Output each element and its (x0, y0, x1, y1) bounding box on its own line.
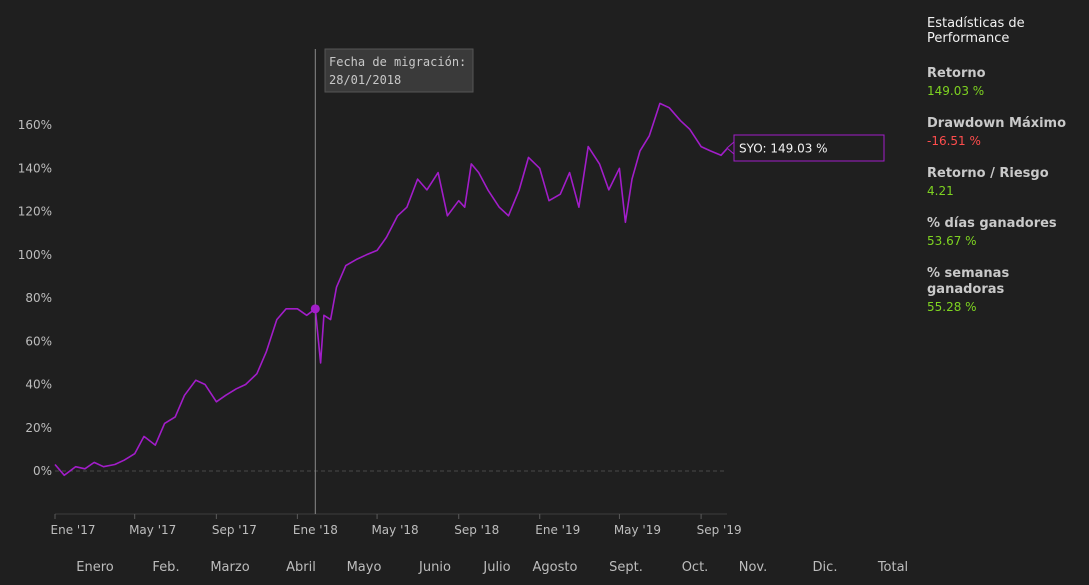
month-tab[interactable]: Total (877, 560, 909, 575)
month-tab[interactable]: Marzo (210, 560, 250, 575)
y-tick-label: 40% (25, 378, 52, 392)
stat-item: % semanas ganadoras 55.28 % (927, 266, 1087, 316)
series-line-syo (54, 102, 728, 477)
migration-tooltip-date: 28/01/2018 (329, 73, 401, 87)
performance-stats-panel: Estadísticas de Performance Retorno 149.0… (927, 16, 1087, 316)
y-tick-label: 100% (18, 248, 52, 262)
x-tick-label: Ene '17 (51, 523, 96, 537)
y-tick-label: 160% (18, 118, 52, 132)
stat-label: % semanas ganadoras (927, 266, 1010, 297)
stat-value: 53.67 % (927, 234, 977, 248)
month-tab[interactable]: Junio (419, 560, 451, 575)
month-tab[interactable]: Julio (483, 560, 511, 575)
x-tick-label: May '17 (129, 523, 176, 537)
x-tick-label: Sep '19 (697, 523, 742, 537)
month-tab[interactable]: Sept. (609, 560, 643, 575)
stats-list: Retorno 149.03 % Drawdown Máximo -16.51 % Re… (927, 66, 1087, 316)
y-axis-ticks: 0% 20% 40% 60% 80% 100% 120% 140% 160% (18, 118, 52, 478)
month-tab[interactable]: Abril (286, 560, 316, 575)
y-tick-label: 120% (18, 205, 52, 219)
stat-item: Retorno 149.03 % (927, 66, 1087, 116)
stats-title: Estadísticas de Performance (927, 16, 1025, 46)
month-tab[interactable]: Feb. (152, 560, 180, 575)
stat-label: % días ganadores (927, 216, 1057, 231)
end-label-pointer (726, 140, 735, 156)
migration-tooltip: Fecha de migración: 28/01/2018 (324, 48, 474, 93)
stat-label: Drawdown Máximo (927, 116, 1067, 131)
stat-value: 55.28 % (927, 300, 977, 314)
stat-label: Retorno (927, 66, 986, 81)
month-tab[interactable]: Agosto (532, 560, 578, 575)
x-axis-ticks: Ene '17 May '17 Sep '17 Ene '18 May '18 Sep '… (51, 514, 742, 537)
stat-value: 4.21 (927, 184, 954, 198)
stat-label: Retorno / Riesgo (927, 166, 1049, 181)
y-tick-label: 80% (25, 291, 52, 305)
x-tick-label: Sep '18 (454, 523, 499, 537)
month-tab[interactable]: Dic. (812, 560, 838, 575)
stat-item: Retorno / Riesgo 4.21 (927, 166, 1087, 216)
x-tick-label: Ene '18 (293, 523, 338, 537)
month-tab[interactable]: Nov. (738, 560, 768, 575)
y-tick-label: 140% (18, 161, 52, 175)
x-tick-label: Sep '17 (212, 523, 257, 537)
stat-item: Drawdown Máximo -16.51 % (927, 116, 1087, 166)
migration-tooltip-label: Fecha de migración: (329, 55, 466, 69)
x-tick-label: May '19 (614, 523, 661, 537)
x-tick-label: May '18 (371, 523, 418, 537)
end-label-text: SYO: 149.03 % (739, 142, 828, 156)
x-tick-label: Ene '19 (535, 523, 580, 537)
stat-item: % días ganadores 53.67 % (927, 216, 1087, 266)
y-tick-label: 60% (25, 334, 52, 348)
migration-point (310, 304, 320, 314)
month-tab[interactable]: Enero (76, 560, 114, 575)
y-tick-label: 0% (33, 464, 52, 478)
stat-value: -16.51 % (927, 134, 981, 148)
month-tab[interactable]: Mayo (346, 560, 382, 575)
month-tab[interactable]: Oct. (681, 560, 709, 575)
y-tick-label: 20% (25, 421, 52, 435)
stat-value: 149.03 % (927, 84, 985, 98)
series-end-label: SYO: 149.03 % (726, 134, 885, 162)
